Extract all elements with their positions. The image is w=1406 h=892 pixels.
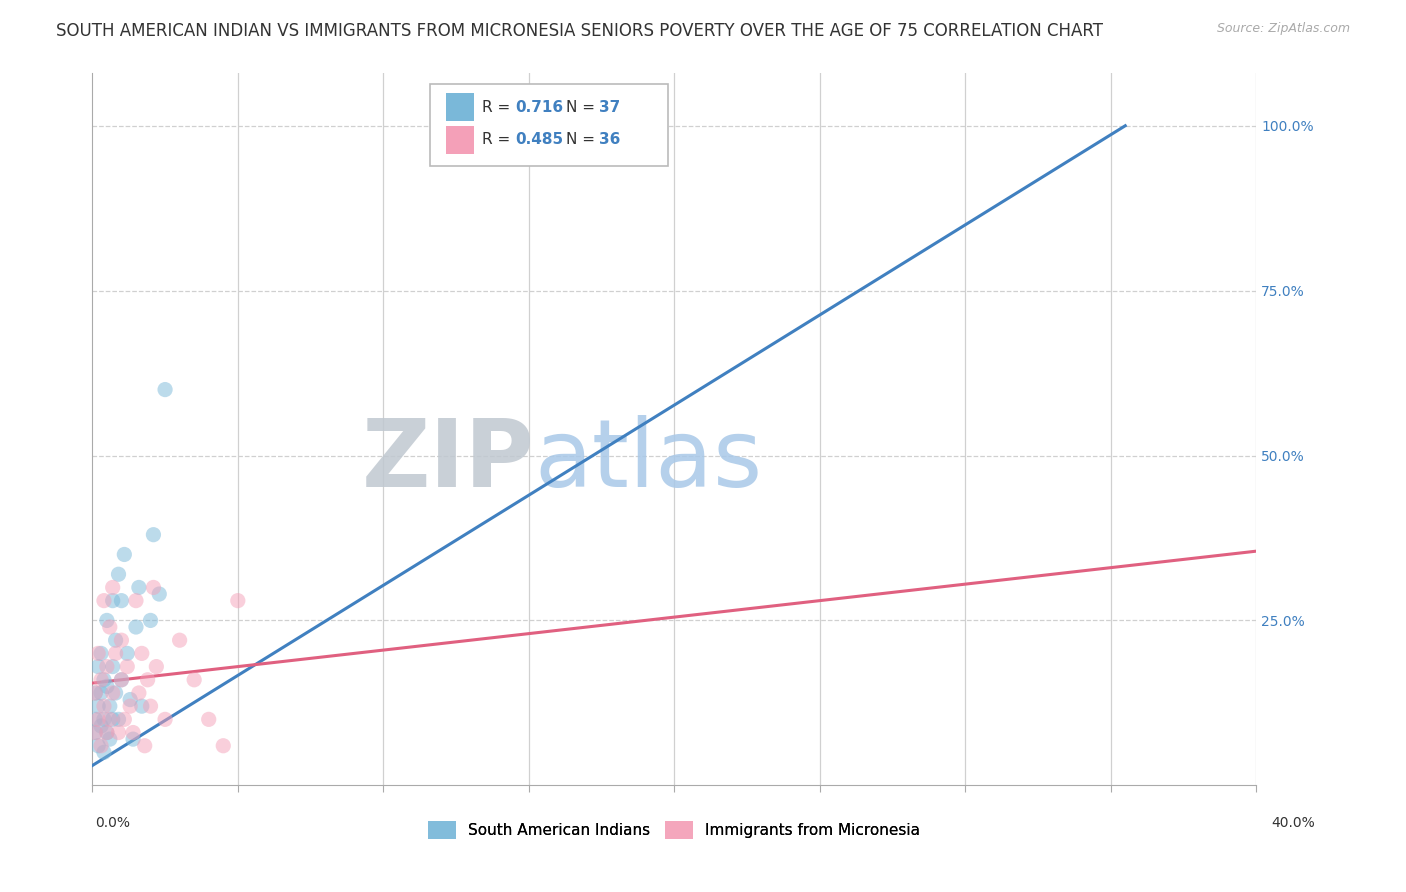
Point <box>125 593 148 607</box>
Point <box>110 673 132 687</box>
Legend: South American Indians, Immigrants from Micronesia: South American Indians, Immigrants from … <box>422 814 927 846</box>
Text: SOUTH AMERICAN INDIAN VS IMMIGRANTS FROM MICRONESIA SENIORS POVERTY OVER THE AGE: SOUTH AMERICAN INDIAN VS IMMIGRANTS FROM… <box>56 22 1104 40</box>
Point <box>90 719 112 733</box>
Text: 40.0%: 40.0% <box>1271 816 1315 830</box>
Point <box>101 593 124 607</box>
Point <box>87 699 110 714</box>
Text: 0.716: 0.716 <box>515 100 562 115</box>
Point <box>96 725 118 739</box>
Point <box>96 725 118 739</box>
Text: R =: R = <box>482 132 516 147</box>
Text: Source: ZipAtlas.com: Source: ZipAtlas.com <box>1216 22 1350 36</box>
FancyBboxPatch shape <box>446 126 474 154</box>
Point <box>104 633 127 648</box>
Point <box>183 673 205 687</box>
Point <box>96 679 118 693</box>
Point <box>87 739 110 753</box>
Point <box>142 527 165 541</box>
Text: atlas: atlas <box>534 415 763 508</box>
Text: 37: 37 <box>599 100 620 115</box>
Point <box>98 620 121 634</box>
Point <box>169 633 191 648</box>
Point <box>96 659 118 673</box>
Point <box>139 699 162 714</box>
Point <box>104 647 127 661</box>
Point <box>93 593 115 607</box>
Point <box>104 686 127 700</box>
Point <box>101 686 124 700</box>
Point <box>101 659 124 673</box>
Point <box>148 587 170 601</box>
Point <box>197 712 219 726</box>
FancyBboxPatch shape <box>446 93 474 121</box>
FancyBboxPatch shape <box>430 84 668 166</box>
Point <box>98 712 121 726</box>
Text: 36: 36 <box>599 132 620 147</box>
Point <box>117 659 139 673</box>
Point <box>84 686 107 700</box>
Point <box>112 712 135 726</box>
Point <box>120 699 142 714</box>
Point <box>98 699 121 714</box>
Point <box>84 725 107 739</box>
Point <box>122 732 145 747</box>
Point <box>128 581 150 595</box>
Point <box>93 745 115 759</box>
Point <box>139 614 162 628</box>
Point <box>90 673 112 687</box>
Point <box>136 673 159 687</box>
Point <box>96 614 118 628</box>
Point <box>110 633 132 648</box>
Point <box>122 725 145 739</box>
Point <box>128 686 150 700</box>
Text: R =: R = <box>482 100 516 115</box>
Point <box>90 686 112 700</box>
Point <box>107 712 129 726</box>
Point <box>107 725 129 739</box>
Point <box>120 692 142 706</box>
Point <box>87 659 110 673</box>
Point <box>90 739 112 753</box>
Point <box>131 647 153 661</box>
Point <box>101 581 124 595</box>
Point <box>110 673 132 687</box>
Point <box>125 620 148 634</box>
Point <box>98 732 121 747</box>
Point <box>93 699 115 714</box>
Point <box>107 567 129 582</box>
Point <box>90 647 112 661</box>
Point <box>153 712 176 726</box>
Point <box>87 712 110 726</box>
Point <box>142 581 165 595</box>
Text: ZIP: ZIP <box>361 415 534 508</box>
Text: 0.0%: 0.0% <box>96 816 131 830</box>
Point <box>93 712 115 726</box>
Point <box>84 686 107 700</box>
Text: N =: N = <box>567 100 600 115</box>
Point <box>84 712 107 726</box>
Point <box>101 712 124 726</box>
Point <box>134 739 156 753</box>
Point <box>93 673 115 687</box>
Point <box>117 647 139 661</box>
Point <box>131 699 153 714</box>
Point <box>145 659 167 673</box>
Point <box>110 593 132 607</box>
Point <box>87 647 110 661</box>
Point <box>212 739 235 753</box>
Text: N =: N = <box>567 132 600 147</box>
Point <box>153 383 176 397</box>
Point <box>112 548 135 562</box>
Text: 0.485: 0.485 <box>515 132 562 147</box>
Point <box>84 725 107 739</box>
Point <box>226 593 249 607</box>
